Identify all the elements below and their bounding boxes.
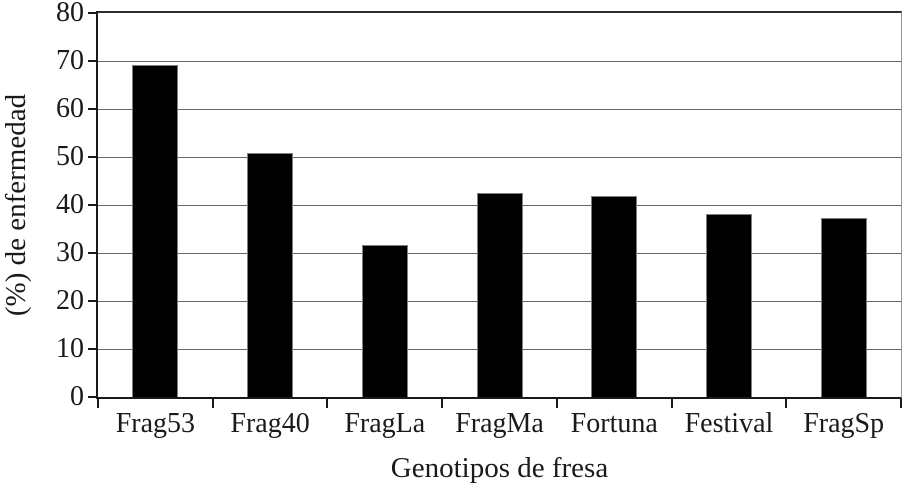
- y-tick: [88, 60, 97, 62]
- y-tick-label: 40: [56, 189, 84, 220]
- y-tick-label: 80: [56, 0, 84, 28]
- y-tick: [88, 396, 97, 398]
- x-axis-tick-labels: Frag53 Frag40 FragLa FragMa Fortuna Festival F…: [98, 406, 901, 442]
- x-tick: [441, 399, 444, 408]
- y-tick-label: 50: [56, 141, 84, 172]
- y-tick: [88, 108, 97, 110]
- bar-festival: [705, 214, 752, 397]
- x-axis-title: Genotipos de fresa: [390, 452, 609, 484]
- x-tick-label-festival: Festival: [684, 408, 774, 439]
- x-tick-label-fragsp: FragSp: [803, 408, 885, 439]
- y-tick: [88, 156, 97, 158]
- x-tick: [326, 399, 329, 408]
- bar-fragsp: [820, 218, 867, 397]
- gridline: [98, 109, 901, 110]
- y-tick-label: 30: [56, 237, 84, 268]
- x-tick-label-fragma: FragMa: [455, 408, 544, 439]
- x-tick-label-fortuna: Fortuna: [570, 408, 658, 439]
- bar-frag53: [132, 64, 179, 397]
- x-tick-label-frag40: Frag40: [230, 408, 310, 439]
- y-tick: [88, 12, 97, 14]
- x-tick: [97, 399, 99, 408]
- y-tick-label: 60: [56, 93, 84, 124]
- y-tick: [88, 204, 97, 206]
- gridline: [98, 61, 901, 62]
- bar-fragma: [476, 192, 523, 397]
- y-tick: [88, 252, 97, 254]
- x-tick-label-frag53: Frag53: [115, 408, 196, 439]
- plot-area: [96, 11, 902, 399]
- y-tick-label: 0: [70, 381, 84, 412]
- x-tick: [900, 399, 902, 408]
- y-tick-label: 70: [56, 45, 84, 76]
- bar-fragla: [361, 244, 408, 397]
- x-tick: [555, 399, 558, 408]
- bar-frag40: [247, 152, 294, 397]
- y-tick: [88, 348, 97, 350]
- y-tick-label: 20: [56, 285, 84, 316]
- y-tick-label: 10: [56, 333, 84, 364]
- bar-fortuna: [591, 195, 638, 397]
- y-tick: [88, 300, 97, 302]
- gridline: [98, 157, 901, 158]
- x-tick: [211, 399, 214, 408]
- x-tick: [670, 399, 673, 408]
- x-tick: [785, 399, 788, 408]
- x-tick-label-fragla: FragLa: [344, 408, 426, 439]
